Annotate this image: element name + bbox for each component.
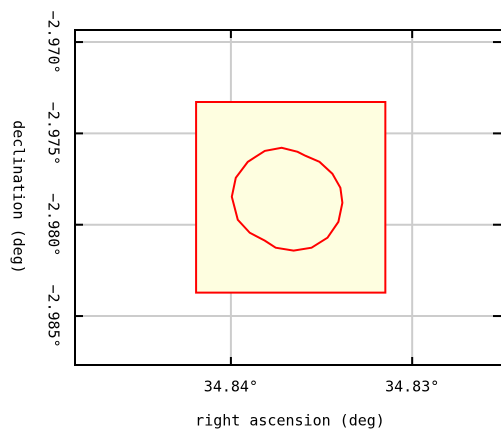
- x-tick-label: 34.84°: [204, 378, 258, 396]
- y-tick-label: −2.980°: [45, 193, 63, 256]
- x-axis-label: right ascension (deg): [195, 412, 385, 430]
- x-tick-label: 34.83°: [385, 378, 439, 396]
- y-axis-label: declination (deg): [10, 120, 28, 274]
- y-tick-label: −2.970°: [45, 10, 63, 73]
- region: [230, 146, 344, 252]
- y-tick-label: −2.985°: [45, 284, 63, 347]
- plot-frame: [74, 29, 501, 366]
- y-tick-label: −2.975°: [45, 102, 63, 165]
